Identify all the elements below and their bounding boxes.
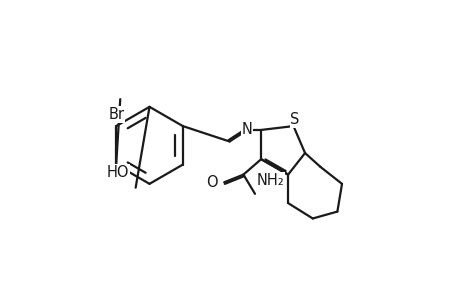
Text: HO: HO <box>107 165 129 180</box>
Text: N: N <box>241 122 252 137</box>
Text: O: O <box>206 175 218 190</box>
Text: NH₂: NH₂ <box>256 173 284 188</box>
Text: Br: Br <box>108 107 124 122</box>
Text: S: S <box>290 112 299 128</box>
